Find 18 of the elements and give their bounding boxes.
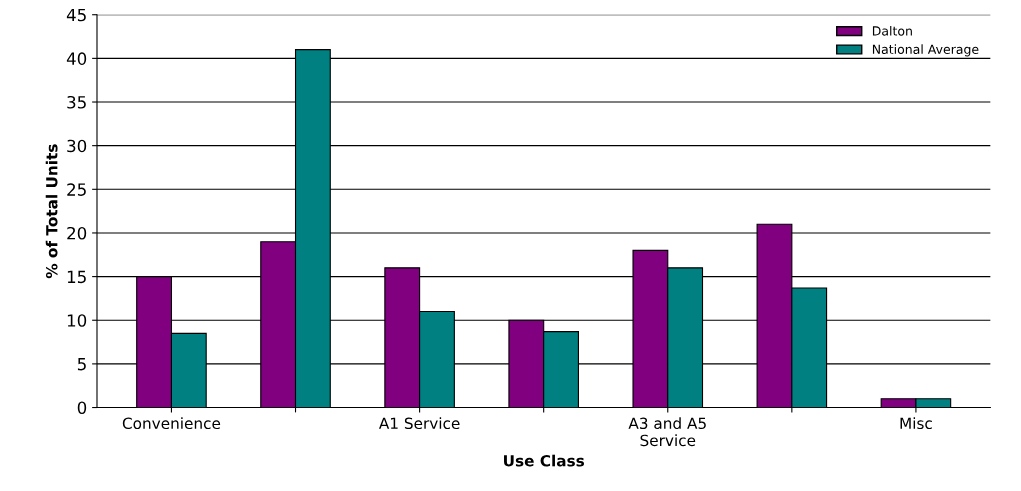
x-tick-label: A3 and A5 Service	[628, 417, 706, 447]
y-tick-label: 25	[67, 183, 86, 196]
y-tick-label: 35	[67, 95, 86, 109]
y-tick-label: 20	[67, 226, 87, 240]
x-axis-title: Use Class	[504, 454, 585, 467]
y-tick-label: 40	[66, 52, 87, 65]
legend-label: Dalton	[872, 25, 912, 36]
y-tick-label: 30	[67, 139, 87, 153]
y-tick-label: 5	[77, 358, 86, 371]
y-axis-title: % of Total Units	[45, 144, 58, 279]
x-tick-label: Convenience	[122, 417, 221, 430]
x-tick-label: A1 Service	[378, 417, 460, 430]
legend-label: National Average	[872, 44, 979, 57]
y-tick-label: 0	[77, 401, 87, 415]
y-tick-label: 10	[67, 314, 87, 327]
y-tick-label: 15	[67, 270, 86, 284]
x-tick-label: Misc	[900, 417, 932, 430]
y-tick-label: 45	[66, 8, 86, 22]
